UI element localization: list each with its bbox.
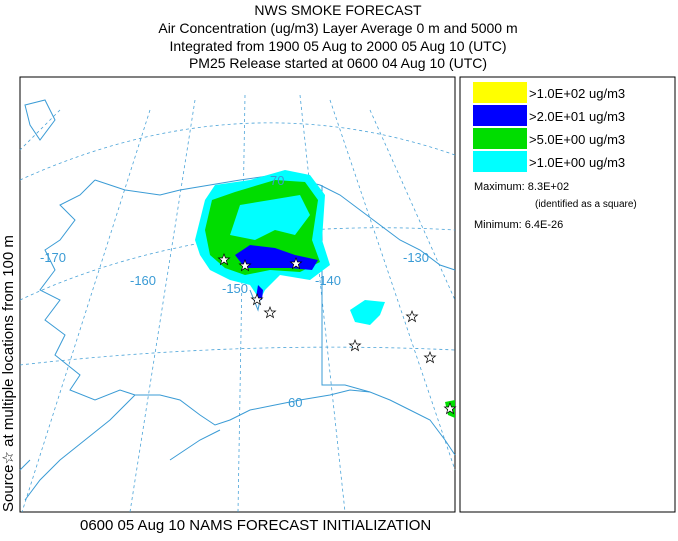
max-note: (identified as a square) — [535, 199, 637, 210]
footer: 0600 05 Aug 10 NAMS FORECAST INITIALIZAT… — [80, 517, 431, 534]
title: NWS SMOKE FORECAST — [254, 2, 422, 18]
map-frame — [19, 76, 456, 513]
graticule — [19, 94, 456, 513]
legend-label: >1.0E+00 ug/m3 — [529, 155, 625, 170]
coastline — [19, 99, 456, 501]
subtitle: Integrated from 1900 05 Aug to 2000 05 A… — [170, 38, 507, 54]
maximum: Maximum: 8.3E+02 — [474, 181, 569, 193]
source-stars — [217, 253, 457, 415]
map-label: -150 — [222, 281, 248, 296]
map-label: -140 — [315, 273, 341, 288]
smoke-plume — [195, 170, 455, 418]
legend-label: >5.0E+00 ug/m3 — [529, 132, 625, 147]
map-label: -170 — [40, 250, 66, 265]
subtitle: PM25 Release started at 0600 04 Aug 10 (… — [189, 55, 487, 71]
legend-swatch — [473, 82, 527, 103]
legend-label: >1.0E+02 ug/m3 — [529, 86, 625, 101]
subtitle: Air Concentration (ug/m3) Layer Average … — [158, 20, 517, 36]
legend-swatch — [473, 105, 527, 126]
map — [19, 76, 457, 513]
legend-label: >2.0E+01 ug/m3 — [529, 109, 625, 124]
legend-frame — [459, 76, 676, 513]
minimum: Minimum: 6.4E-26 — [474, 219, 563, 231]
map-label: -130 — [403, 250, 429, 265]
map-label: 70 — [270, 173, 284, 188]
map-label: 60 — [288, 395, 302, 410]
side-label: Source☆ at multiple locations from 100 m — [0, 235, 17, 512]
legend-swatch — [473, 151, 527, 172]
map-label: -160 — [130, 273, 156, 288]
legend-swatch — [473, 128, 527, 149]
